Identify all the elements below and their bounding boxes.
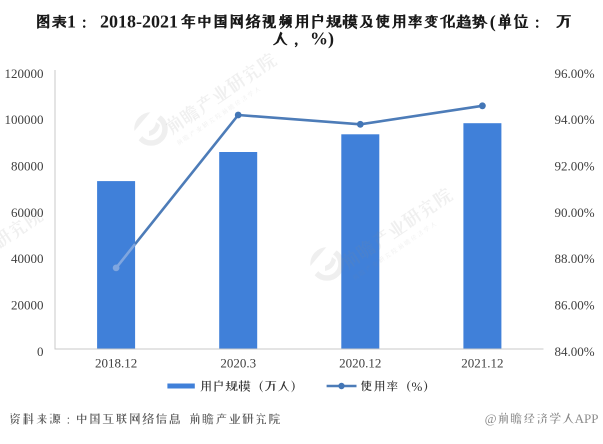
svg-text:%: % bbox=[412, 379, 423, 394]
svg-text:96.00%: 96.00% bbox=[555, 66, 595, 81]
svg-text:1: 1 bbox=[67, 11, 76, 31]
svg-text:88.00%: 88.00% bbox=[555, 251, 595, 266]
svg-text:86.00%: 86.00% bbox=[555, 298, 595, 313]
svg-text:2018-2021: 2018-2021 bbox=[100, 11, 178, 31]
svg-text:(: ( bbox=[490, 11, 496, 32]
svg-text:2018.12: 2018.12 bbox=[95, 356, 137, 371]
svg-text:APP: APP bbox=[575, 411, 599, 426]
svg-text:2020.12: 2020.12 bbox=[339, 356, 381, 371]
svg-text:0: 0 bbox=[37, 344, 44, 359]
svg-text:90.00%: 90.00% bbox=[555, 205, 595, 220]
svg-text:40000: 40000 bbox=[11, 251, 44, 266]
svg-text:92.00%: 92.00% bbox=[555, 159, 595, 174]
svg-text:20000: 20000 bbox=[11, 298, 44, 313]
svg-text:84.00%: 84.00% bbox=[555, 344, 595, 359]
svg-text:60000: 60000 bbox=[11, 205, 44, 220]
svg-text:%): %) bbox=[310, 28, 334, 49]
svg-text:2021.12: 2021.12 bbox=[461, 356, 503, 371]
svg-text:94.00%: 94.00% bbox=[555, 112, 595, 127]
svg-text:2020.3: 2020.3 bbox=[220, 356, 256, 371]
svg-text:80000: 80000 bbox=[11, 159, 44, 174]
svg-text:@: @ bbox=[485, 411, 497, 426]
svg-text:120000: 120000 bbox=[5, 66, 44, 81]
svg-text:100000: 100000 bbox=[5, 112, 44, 127]
